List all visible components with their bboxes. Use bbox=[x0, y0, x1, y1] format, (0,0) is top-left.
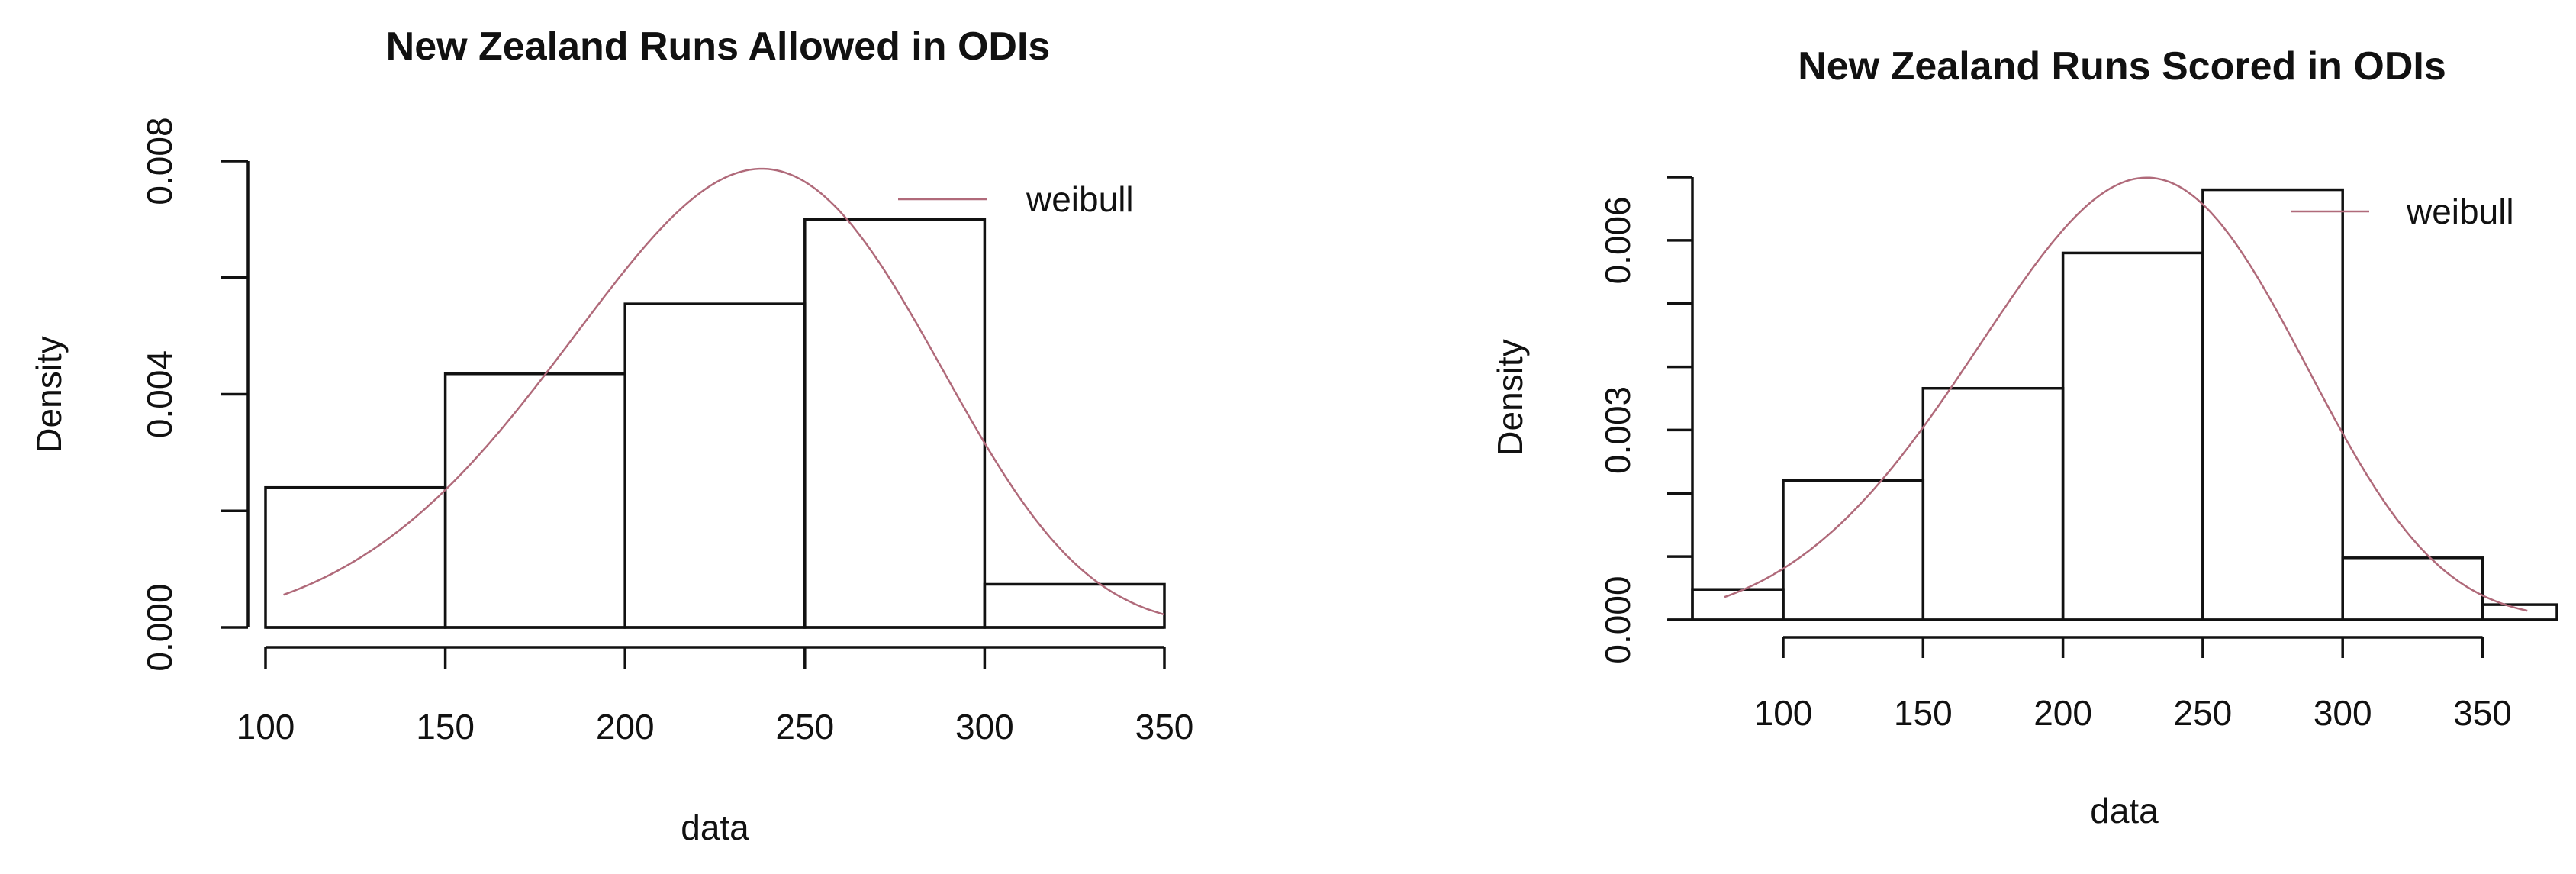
x-tick-label: 150 bbox=[1894, 693, 1953, 733]
weibull-curve bbox=[1724, 176, 2528, 612]
y-tick-label: 0.008 bbox=[140, 117, 179, 205]
histogram-bar bbox=[2061, 251, 2204, 621]
y-axis-label: Density bbox=[29, 336, 69, 453]
histogram-bar bbox=[623, 302, 807, 629]
histogram-bar bbox=[1921, 386, 2065, 621]
y-tick-label: 0.003 bbox=[1598, 386, 1637, 474]
legend-label: weibull bbox=[1026, 179, 1134, 219]
x-tick-label: 350 bbox=[2453, 693, 2512, 733]
chart-runs-allowed: New Zealand Runs Allowed in ODIs data De… bbox=[29, 24, 1193, 847]
histogram-bar bbox=[803, 218, 987, 629]
x-axis-label: data bbox=[681, 808, 749, 847]
histogram-bar bbox=[264, 485, 447, 629]
x-tick-label: 100 bbox=[1754, 693, 1813, 733]
histogram-bar bbox=[1691, 588, 1785, 621]
x-tick-label: 300 bbox=[955, 707, 1014, 747]
x-axis-label: data bbox=[2090, 791, 2159, 830]
y-tick-label: 0.000 bbox=[140, 583, 179, 671]
x-tick-label: 100 bbox=[237, 707, 295, 747]
x-tick-label: 250 bbox=[775, 707, 834, 747]
x-tick-label: 200 bbox=[2033, 693, 2092, 733]
histogram-bar bbox=[2481, 603, 2558, 621]
x-tick-label: 150 bbox=[416, 707, 475, 747]
y-tick-label: 0.004 bbox=[140, 350, 179, 438]
y-tick-label: 0.000 bbox=[1598, 576, 1637, 663]
x-tick-label: 250 bbox=[2174, 693, 2233, 733]
x-tick-label: 350 bbox=[1135, 707, 1194, 747]
histogram-bar bbox=[2341, 556, 2484, 621]
chart-runs-scored: New Zealand Runs Scored in ODIs data Den… bbox=[1490, 44, 2558, 830]
weibull-curve bbox=[283, 167, 1165, 616]
chart-title: New Zealand Runs Scored in ODIs bbox=[1798, 44, 2446, 89]
x-tick-label: 300 bbox=[2314, 693, 2372, 733]
histogram-bar bbox=[2201, 188, 2344, 621]
histogram-bar bbox=[1782, 479, 1925, 621]
legend-label: weibull bbox=[2406, 192, 2514, 231]
y-axis-label: Density bbox=[1490, 339, 1530, 456]
chart-title: New Zealand Runs Allowed in ODIs bbox=[386, 24, 1051, 69]
histogram-bar bbox=[443, 372, 626, 629]
x-tick-label: 200 bbox=[596, 707, 655, 747]
y-tick-label: 0.006 bbox=[1598, 196, 1637, 284]
